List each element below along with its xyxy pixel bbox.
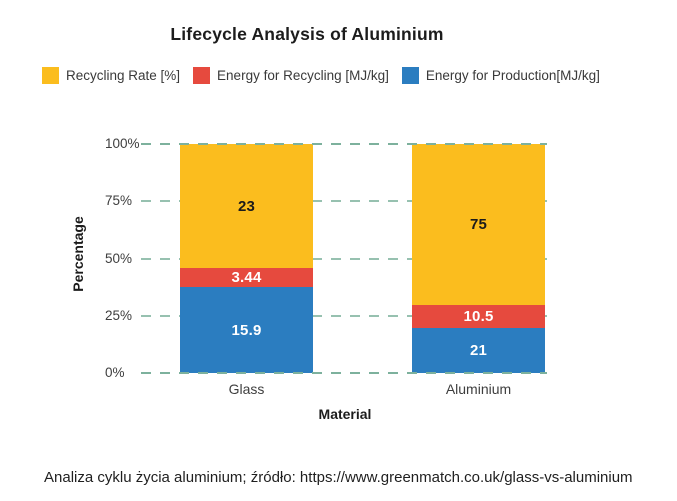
source-caption: Analiza cyklu życia aluminium; źródło: h… xyxy=(44,469,633,486)
bar-segment: 23 xyxy=(180,144,313,269)
y-axis-title: Percentage xyxy=(70,216,86,292)
chart-title: Lifecycle Analysis of Aluminium xyxy=(170,24,444,44)
y-tick-label: 75% xyxy=(105,193,133,209)
x-tick-label: Aluminium xyxy=(445,381,512,397)
bar-segment: 75 xyxy=(412,144,545,306)
legend-label: Recycling Rate [%] xyxy=(66,68,181,83)
bar-segment: 21 xyxy=(412,327,545,373)
bar-value-label: 10.5 xyxy=(463,308,494,326)
x-tick-label: Glass xyxy=(228,381,265,397)
y-tick-label: 100% xyxy=(105,136,140,151)
legend-item-energy-production: Energy for Production[MJ/kg] xyxy=(401,67,600,84)
y-tick-label: 0% xyxy=(105,365,125,380)
bar-segment: 10.5 xyxy=(412,305,545,328)
bar-segment: 15.9 xyxy=(180,287,313,373)
y-tick-label: 50% xyxy=(105,250,133,266)
x-axis-title: Material xyxy=(318,406,372,422)
legend-swatch-yellow-icon xyxy=(42,67,59,84)
bar-glass: 15.9 3.44 23 xyxy=(180,144,313,373)
bar-aluminium: 21 10.5 75 xyxy=(412,144,545,373)
gridline xyxy=(141,257,547,260)
gridline xyxy=(141,314,547,317)
legend-swatch-red-icon xyxy=(193,67,211,84)
y-tick-label: 25% xyxy=(105,307,133,323)
legend-label: Energy for Recycling [MJ/kg] xyxy=(217,68,389,83)
bar-value-label: 23 xyxy=(237,197,256,215)
gridline xyxy=(141,143,547,145)
bar-value-label: 21 xyxy=(469,341,488,359)
gridline xyxy=(141,372,547,374)
bar-value-label: 75 xyxy=(469,216,488,234)
bar-value-label: 3.44 xyxy=(231,269,262,287)
legend-label: Energy for Production[MJ/kg] xyxy=(425,68,600,83)
gridline xyxy=(141,200,547,203)
bar-segment: 3.44 xyxy=(180,268,313,288)
legend: Recycling Rate [%] Energy for Recycling … xyxy=(42,67,600,84)
legend-item-recycling-rate: Recycling Rate [%] xyxy=(42,67,180,84)
bar-value-label: 15.9 xyxy=(231,321,262,339)
legend-item-energy-recycling: Energy for Recycling [MJ/kg] xyxy=(193,67,389,84)
legend-swatch-blue-icon xyxy=(401,67,419,84)
plot-area: 0% 25% 50% 75% 100% 15.9 3.44 23 Glass 21 10.5 75 Al… xyxy=(105,136,547,397)
